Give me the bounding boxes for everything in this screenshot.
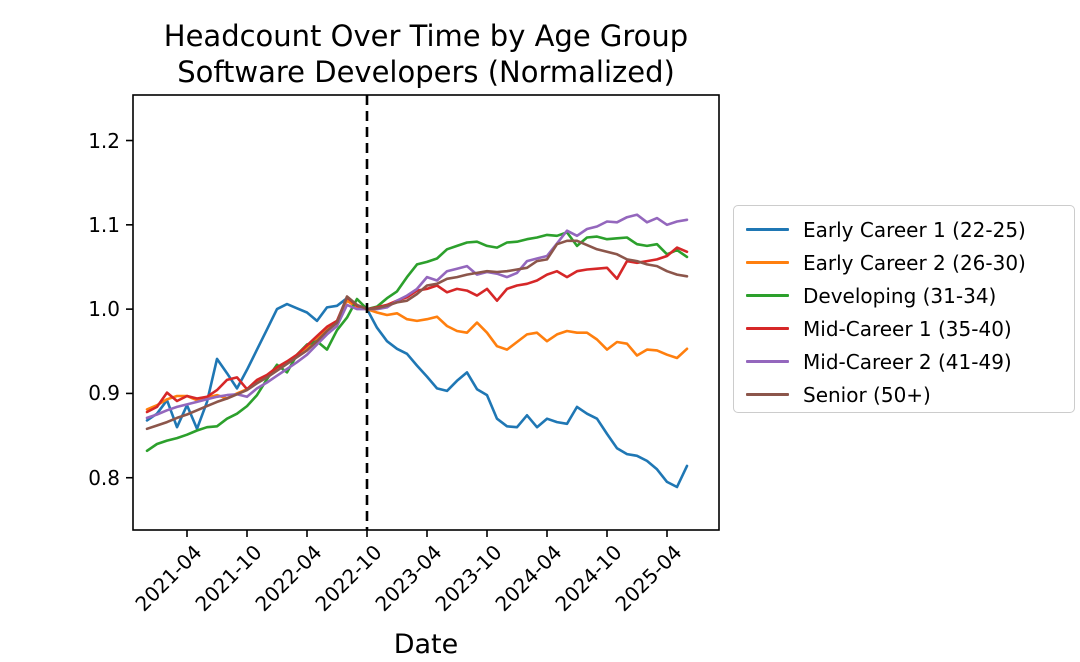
y-tick-label: 1.1 [88, 212, 120, 237]
y-tick-label: 0.9 [88, 381, 120, 406]
y-tick-label: 1.2 [88, 128, 120, 153]
legend-label: Developing (31-34) [803, 283, 997, 308]
legend-swatch [746, 228, 789, 231]
axis-ticks [126, 139, 668, 537]
series-line-early-career-1-22-25- [145, 296, 689, 489]
series-line-senior-50- [145, 239, 689, 431]
legend-label: Early Career 2 (26-30) [803, 250, 1026, 275]
legend-label: Early Career 1 (22-25) [803, 217, 1026, 242]
series-line-developing-31-34- [145, 231, 689, 453]
legend-item: Developing (31-34) [746, 279, 1074, 312]
series-line-early-career-2-26-30- [145, 299, 689, 411]
legend-swatch [746, 360, 789, 363]
y-tick-label: 0.8 [88, 465, 120, 490]
chart-title: Headcount Over Time by Age Group [163, 19, 689, 53]
legend-swatch [746, 261, 789, 264]
legend-label: Mid-Career 1 (35-40) [803, 316, 1012, 341]
legend-label: Mid-Career 2 (41-49) [803, 349, 1012, 374]
legend-swatch [746, 294, 789, 297]
legend-item: Mid-Career 1 (35-40) [746, 312, 1074, 345]
legend: Early Career 1 (22-25) Early Career 2 (26… [733, 205, 1075, 413]
legend-item: Early Career 2 (26-30) [746, 246, 1074, 279]
series-line-mid-career-1-35-40- [145, 246, 689, 414]
legend-swatch [746, 393, 789, 396]
x-axis-title: Date [393, 629, 459, 660]
legend-label: Senior (50+) [803, 382, 931, 407]
legend-swatch [746, 327, 789, 330]
legend-item: Early Career 1 (22-25) [746, 213, 1074, 246]
legend-item: Mid-Career 2 (41-49) [746, 345, 1074, 378]
chart-subtitle: Software Developers (Normalized) [177, 55, 675, 89]
plot-border [132, 94, 720, 531]
y-tick-label: 1.0 [88, 297, 120, 322]
series-line-mid-career-2-41-49- [145, 213, 689, 420]
series-lines [145, 213, 689, 489]
legend-item: Senior (50+) [746, 378, 1074, 411]
